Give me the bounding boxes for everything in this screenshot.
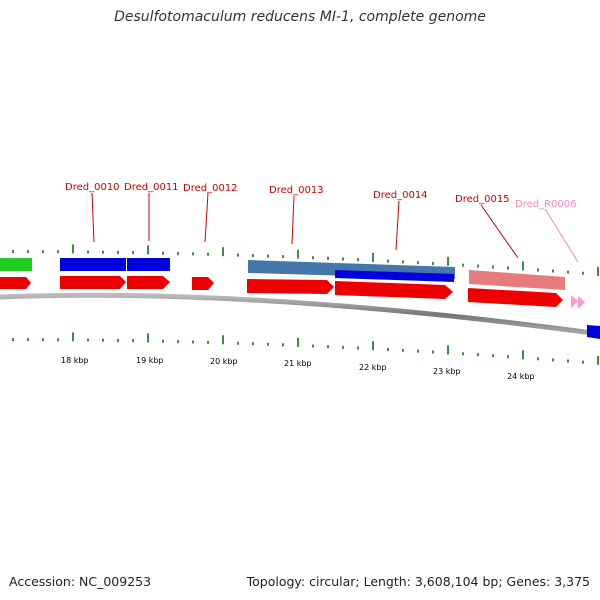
label-leaders (91, 192, 579, 263)
scale-labels: 18 kbp 19 kbp 20 kbp 21 kbp 22 kbp 23 kb… (61, 356, 535, 381)
blast-hit-blue[interactable] (335, 270, 454, 282)
scale-label: 20 kbp (210, 357, 238, 366)
cds-arrow[interactable] (335, 281, 453, 299)
cds-arrow[interactable] (468, 288, 563, 307)
blast-hit-blue[interactable] (60, 258, 126, 271)
cds-arrow[interactable] (60, 276, 126, 289)
accession-label: Accession: NC_009253 (9, 574, 152, 589)
scale-label: 18 kbp (61, 356, 89, 365)
cds-arrow[interactable] (192, 277, 214, 290)
genome-title: Desulfotomaculum reducens MI-1, complete… (114, 9, 486, 25)
scale-label: 21 kbp (284, 359, 312, 368)
cds-arrow[interactable] (127, 276, 170, 289)
cds-arrow[interactable] (0, 277, 31, 289)
gene-label[interactable]: Dred_0011 (124, 182, 179, 193)
gene-label[interactable]: Dred_0010 (65, 182, 120, 193)
scale-label: 22 kbp (359, 363, 387, 372)
blast-hit-green[interactable] (0, 258, 32, 271)
gene-label[interactable]: Dred_0012 (183, 183, 238, 194)
blast-hit-pink[interactable] (469, 270, 565, 290)
scale-label: 19 kbp (136, 356, 164, 365)
gene-label-rrna[interactable]: Dred_R0006 (515, 199, 577, 210)
cds-track (0, 276, 585, 309)
blast-hit-blue[interactable] (127, 258, 170, 271)
gene-labels: Dred_0010 Dred_0011 Dred_0012 Dred_0013 … (65, 182, 577, 210)
lower-tick-row (12, 332, 599, 365)
blast-hit-track (0, 258, 600, 339)
upper-tick-row (12, 244, 599, 276)
scale-label: 24 kbp (507, 372, 535, 381)
gene-label[interactable]: Dred_0013 (269, 185, 324, 196)
genome-backbone (0, 292, 600, 337)
blast-hit-blue[interactable] (587, 325, 600, 339)
gene-label[interactable]: Dred_0014 (373, 190, 428, 201)
rrna-arrow[interactable] (571, 295, 578, 308)
scale-label: 23 kbp (433, 367, 461, 376)
rrna-arrow[interactable] (578, 296, 585, 309)
cds-arrow[interactable] (247, 279, 334, 294)
genome-summary: Topology: circular; Length: 3,608,104 bp… (246, 574, 590, 589)
gene-label[interactable]: Dred_0015 (455, 194, 510, 205)
